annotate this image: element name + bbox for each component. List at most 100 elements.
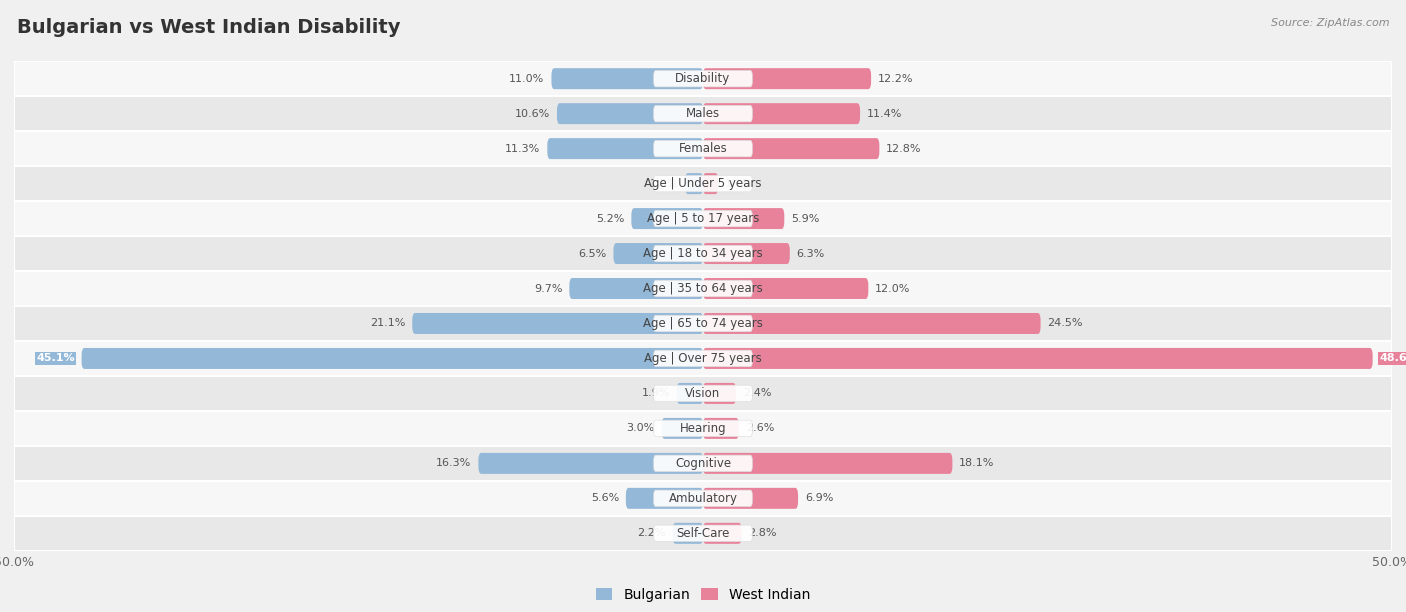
Text: 11.3%: 11.3% <box>505 144 540 154</box>
Text: Hearing: Hearing <box>679 422 727 435</box>
FancyBboxPatch shape <box>654 176 752 192</box>
Text: 2.8%: 2.8% <box>748 528 778 539</box>
FancyBboxPatch shape <box>703 138 879 159</box>
FancyBboxPatch shape <box>654 420 752 436</box>
FancyBboxPatch shape <box>703 488 799 509</box>
FancyBboxPatch shape <box>654 525 752 542</box>
FancyBboxPatch shape <box>703 208 785 229</box>
Text: 16.3%: 16.3% <box>436 458 471 468</box>
FancyBboxPatch shape <box>703 348 1372 369</box>
FancyBboxPatch shape <box>703 453 952 474</box>
FancyBboxPatch shape <box>654 315 752 332</box>
Text: 6.5%: 6.5% <box>578 248 606 258</box>
Bar <box>14 516 1392 551</box>
Text: Disability: Disability <box>675 72 731 85</box>
Text: 5.6%: 5.6% <box>591 493 619 503</box>
FancyBboxPatch shape <box>654 140 752 157</box>
Text: 9.7%: 9.7% <box>534 283 562 294</box>
Bar <box>14 481 1392 516</box>
FancyBboxPatch shape <box>703 383 737 404</box>
FancyBboxPatch shape <box>551 68 703 89</box>
Bar <box>14 341 1392 376</box>
Text: 12.2%: 12.2% <box>877 73 914 84</box>
FancyBboxPatch shape <box>703 103 860 124</box>
FancyBboxPatch shape <box>547 138 703 159</box>
FancyBboxPatch shape <box>82 348 703 369</box>
Text: 48.6%: 48.6% <box>1379 354 1406 364</box>
Text: 6.9%: 6.9% <box>806 493 834 503</box>
FancyBboxPatch shape <box>631 208 703 229</box>
Bar <box>14 131 1392 166</box>
Text: 11.4%: 11.4% <box>868 109 903 119</box>
FancyBboxPatch shape <box>703 523 741 544</box>
Text: 48.6%: 48.6% <box>1379 354 1406 364</box>
Text: Cognitive: Cognitive <box>675 457 731 470</box>
FancyBboxPatch shape <box>662 418 703 439</box>
Text: 24.5%: 24.5% <box>1047 318 1083 329</box>
Legend: Bulgarian, West Indian: Bulgarian, West Indian <box>591 583 815 608</box>
Bar <box>14 376 1392 411</box>
Text: 11.0%: 11.0% <box>509 73 544 84</box>
FancyBboxPatch shape <box>703 313 1040 334</box>
Text: 45.1%: 45.1% <box>39 354 75 364</box>
Text: 10.6%: 10.6% <box>515 109 550 119</box>
Text: Self-Care: Self-Care <box>676 527 730 540</box>
FancyBboxPatch shape <box>654 280 752 297</box>
FancyBboxPatch shape <box>654 350 752 367</box>
FancyBboxPatch shape <box>685 173 703 194</box>
Text: 5.2%: 5.2% <box>596 214 624 223</box>
Text: Bulgarian vs West Indian Disability: Bulgarian vs West Indian Disability <box>17 18 401 37</box>
Text: Age | 5 to 17 years: Age | 5 to 17 years <box>647 212 759 225</box>
Text: Males: Males <box>686 107 720 120</box>
Bar <box>14 411 1392 446</box>
Text: 2.4%: 2.4% <box>742 389 772 398</box>
Text: Age | Over 75 years: Age | Over 75 years <box>644 352 762 365</box>
Text: 2.2%: 2.2% <box>637 528 666 539</box>
FancyBboxPatch shape <box>703 418 738 439</box>
FancyBboxPatch shape <box>703 173 718 194</box>
FancyBboxPatch shape <box>703 243 790 264</box>
Text: Source: ZipAtlas.com: Source: ZipAtlas.com <box>1271 18 1389 28</box>
Bar <box>14 201 1392 236</box>
Text: 1.1%: 1.1% <box>725 179 754 188</box>
FancyBboxPatch shape <box>654 490 752 507</box>
Bar <box>14 446 1392 481</box>
Bar <box>14 236 1392 271</box>
FancyBboxPatch shape <box>613 243 703 264</box>
Text: Females: Females <box>679 142 727 155</box>
Bar <box>14 96 1392 131</box>
FancyBboxPatch shape <box>676 383 703 404</box>
Text: 18.1%: 18.1% <box>959 458 994 468</box>
FancyBboxPatch shape <box>412 313 703 334</box>
Text: 12.0%: 12.0% <box>875 283 911 294</box>
Bar <box>14 271 1392 306</box>
FancyBboxPatch shape <box>654 245 752 262</box>
FancyBboxPatch shape <box>569 278 703 299</box>
Text: Age | 35 to 64 years: Age | 35 to 64 years <box>643 282 763 295</box>
Text: 12.8%: 12.8% <box>886 144 922 154</box>
Text: Age | 65 to 74 years: Age | 65 to 74 years <box>643 317 763 330</box>
Text: 5.9%: 5.9% <box>792 214 820 223</box>
Text: 6.3%: 6.3% <box>797 248 825 258</box>
Text: 45.1%: 45.1% <box>37 354 75 364</box>
FancyBboxPatch shape <box>654 70 752 87</box>
Text: 3.0%: 3.0% <box>627 424 655 433</box>
Text: Ambulatory: Ambulatory <box>668 492 738 505</box>
FancyBboxPatch shape <box>654 455 752 472</box>
Text: Age | 18 to 34 years: Age | 18 to 34 years <box>643 247 763 260</box>
FancyBboxPatch shape <box>478 453 703 474</box>
Text: Age | Under 5 years: Age | Under 5 years <box>644 177 762 190</box>
Bar <box>14 166 1392 201</box>
FancyBboxPatch shape <box>654 211 752 227</box>
FancyBboxPatch shape <box>703 68 872 89</box>
FancyBboxPatch shape <box>672 523 703 544</box>
FancyBboxPatch shape <box>557 103 703 124</box>
FancyBboxPatch shape <box>626 488 703 509</box>
Text: 1.3%: 1.3% <box>650 179 678 188</box>
Text: 2.6%: 2.6% <box>745 424 775 433</box>
FancyBboxPatch shape <box>703 278 869 299</box>
Bar <box>14 306 1392 341</box>
FancyBboxPatch shape <box>654 385 752 401</box>
Bar <box>14 61 1392 96</box>
Text: Vision: Vision <box>685 387 721 400</box>
